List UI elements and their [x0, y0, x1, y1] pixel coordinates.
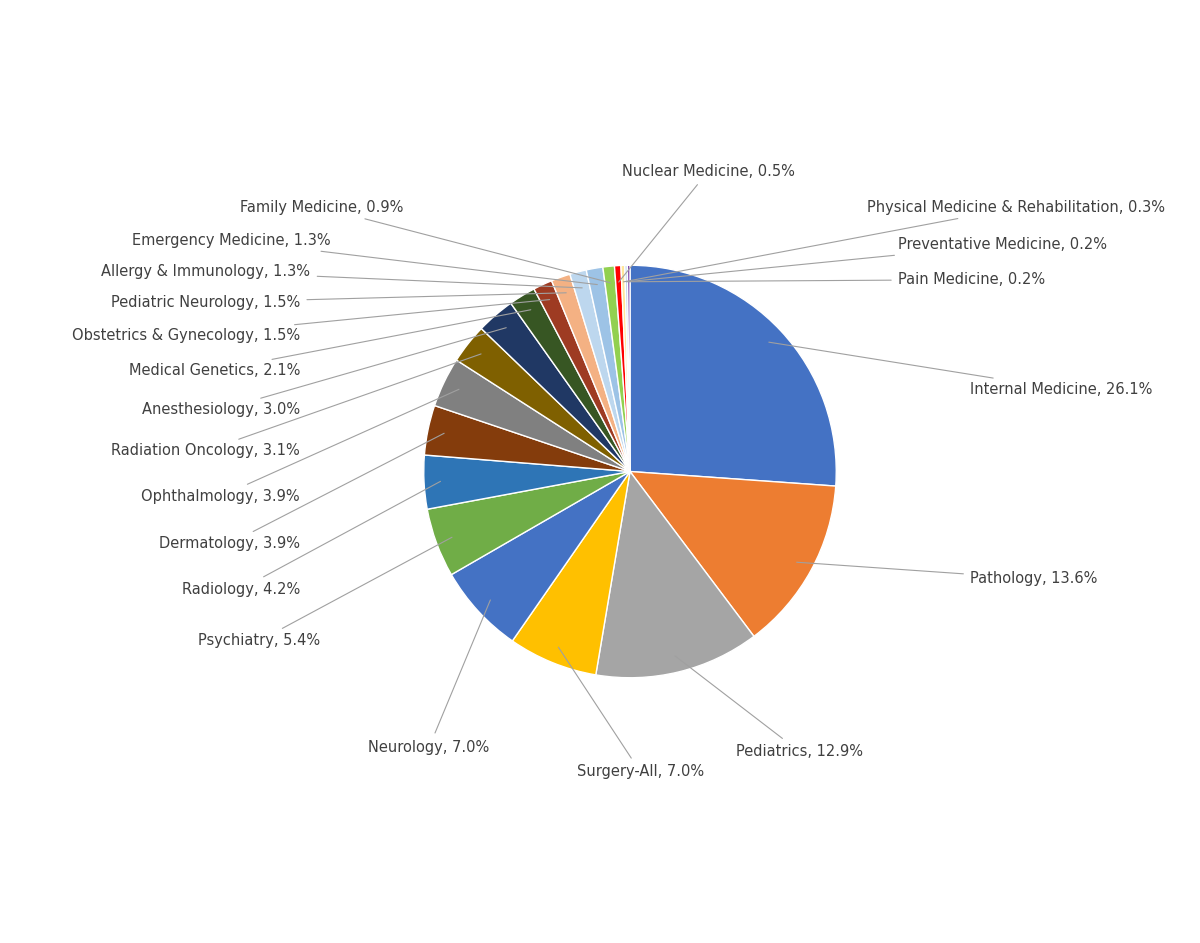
Text: Emergency Medicine, 1.3%: Emergency Medicine, 1.3%	[132, 233, 598, 285]
Text: Radiology, 4.2%: Radiology, 4.2%	[181, 481, 440, 597]
Text: Neurology, 7.0%: Neurology, 7.0%	[368, 600, 491, 754]
Wedge shape	[424, 455, 630, 509]
Text: Radiation Oncology, 3.1%: Radiation Oncology, 3.1%	[112, 354, 481, 458]
Wedge shape	[620, 265, 630, 472]
Wedge shape	[595, 472, 754, 678]
Wedge shape	[534, 281, 630, 472]
Text: Pathology, 13.6%: Pathology, 13.6%	[797, 562, 1098, 587]
Wedge shape	[434, 360, 630, 472]
Text: Dermatology, 3.9%: Dermatology, 3.9%	[158, 433, 444, 552]
Wedge shape	[425, 405, 630, 472]
Text: Pediatrics, 12.9%: Pediatrics, 12.9%	[674, 655, 863, 759]
Text: Physical Medicine & Rehabilitation, 0.3%: Physical Medicine & Rehabilitation, 0.3%	[624, 200, 1165, 282]
Text: Internal Medicine, 26.1%: Internal Medicine, 26.1%	[769, 342, 1153, 396]
Wedge shape	[456, 328, 630, 472]
Text: Medical Genetics, 2.1%: Medical Genetics, 2.1%	[128, 309, 530, 378]
Wedge shape	[451, 472, 630, 641]
Wedge shape	[602, 266, 630, 472]
Wedge shape	[552, 274, 630, 472]
Wedge shape	[481, 304, 630, 472]
Wedge shape	[628, 265, 630, 472]
Text: Family Medicine, 0.9%: Family Medicine, 0.9%	[240, 200, 611, 283]
Text: Nuclear Medicine, 0.5%: Nuclear Medicine, 0.5%	[619, 164, 794, 282]
Text: Psychiatry, 5.4%: Psychiatry, 5.4%	[198, 538, 452, 648]
Text: Preventative Medicine, 0.2%: Preventative Medicine, 0.2%	[626, 237, 1108, 282]
Wedge shape	[625, 265, 630, 472]
Text: Pediatric Neurology, 1.5%: Pediatric Neurology, 1.5%	[110, 292, 566, 310]
Wedge shape	[630, 265, 836, 486]
Wedge shape	[570, 270, 630, 472]
Wedge shape	[511, 289, 630, 472]
Text: Surgery-All, 7.0%: Surgery-All, 7.0%	[558, 647, 704, 779]
Wedge shape	[587, 267, 630, 472]
Text: Allergy & Immunology, 1.3%: Allergy & Immunology, 1.3%	[101, 264, 582, 288]
Wedge shape	[614, 265, 630, 472]
Wedge shape	[512, 472, 630, 675]
Text: Pain Medicine, 0.2%: Pain Medicine, 0.2%	[629, 273, 1045, 288]
Text: Obstetrics & Gynecology, 1.5%: Obstetrics & Gynecology, 1.5%	[72, 300, 550, 343]
Wedge shape	[630, 472, 835, 637]
Text: Anesthesiology, 3.0%: Anesthesiology, 3.0%	[142, 327, 506, 417]
Wedge shape	[427, 472, 630, 574]
Text: Ophthalmology, 3.9%: Ophthalmology, 3.9%	[142, 389, 458, 504]
